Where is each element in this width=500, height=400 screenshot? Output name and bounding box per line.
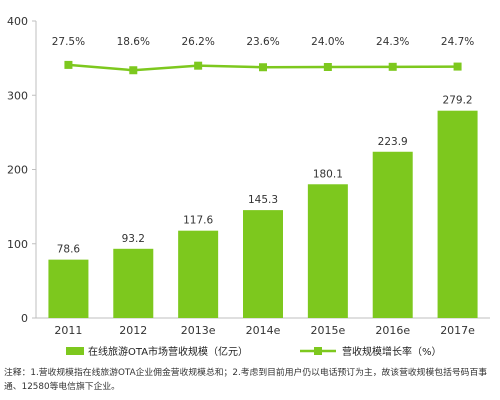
bar	[372, 151, 413, 318]
bar-value-label: 78.6	[57, 244, 81, 256]
y-tick-label: 400	[7, 15, 28, 28]
x-tick-label: 2017e	[440, 324, 475, 337]
growth-rate-marker	[388, 62, 397, 71]
growth-rate-marker	[194, 61, 203, 70]
growth-rate-label: 24.3%	[376, 36, 409, 48]
x-tick-label: 2015e	[310, 324, 345, 337]
bar-value-label: 180.1	[313, 168, 343, 180]
growth-rate-label: 24.7%	[441, 36, 474, 48]
legend-line-label: 营收规模增长率（%）	[342, 345, 442, 358]
y-tick-label: 300	[7, 89, 28, 102]
x-tick-label: 2014e	[246, 324, 281, 337]
x-tick-label: 2012	[119, 324, 147, 337]
growth-rate-label: 24.0%	[311, 36, 344, 48]
growth-rate-marker	[259, 63, 267, 72]
growth-rate-marker	[129, 66, 138, 75]
bar	[178, 230, 219, 318]
growth-rate-label: 18.6%	[117, 36, 150, 48]
growth-rate-marker	[64, 60, 73, 69]
legend-line-marker	[314, 347, 322, 355]
bar-value-label: 145.3	[248, 194, 278, 206]
y-tick-label: 100	[7, 238, 28, 251]
bar-value-label: 117.6	[183, 215, 213, 227]
growth-rate-marker	[453, 62, 462, 71]
bar-value-label: 279.2	[443, 95, 473, 107]
x-tick-label: 2011	[54, 324, 82, 337]
bar	[243, 210, 283, 318]
bar	[48, 259, 89, 318]
bar-value-label: 223.9	[378, 136, 408, 148]
growth-rate-label: 26.2%	[181, 36, 214, 48]
growth-rate-label: 23.6%	[246, 36, 279, 48]
legend-bar-label: 在线旅游OTA市场营收规模（亿元）	[88, 345, 248, 358]
x-tick-label: 2016e	[375, 324, 410, 337]
bar	[307, 184, 348, 318]
bar-value-label: 93.2	[122, 233, 145, 245]
legend-bar-swatch	[66, 347, 84, 355]
x-tick-label: 2013e	[181, 324, 216, 337]
growth-rate-marker	[323, 63, 332, 71]
chart-footnote: 注释：1.营收规模指在线旅游OTA企业佣金营收规模总和；2.考虑到目前用户仍以电…	[4, 368, 488, 392]
bar	[437, 110, 478, 318]
bar	[113, 248, 154, 318]
y-tick-label: 0	[21, 312, 28, 325]
growth-rate-label: 27.5%	[52, 36, 85, 48]
y-tick-label: 200	[7, 164, 28, 177]
